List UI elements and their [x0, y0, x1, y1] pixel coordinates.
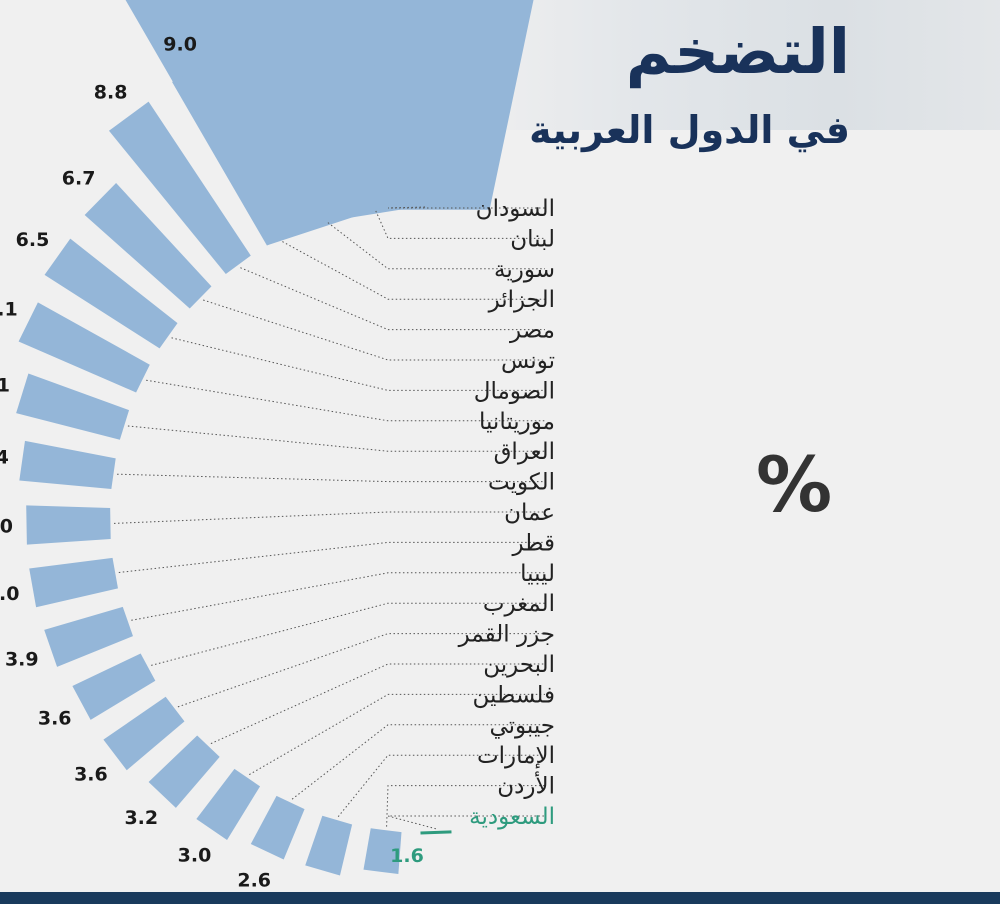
value-label-13: 3.6	[38, 707, 72, 729]
leader-line-2	[327, 222, 545, 270]
value-label-16: 3.0	[178, 845, 212, 867]
value-label-6: 6.5	[16, 229, 50, 251]
leader-line-3	[282, 241, 545, 300]
leader-line-4	[240, 267, 545, 331]
value-label-17: 2.6	[237, 869, 271, 891]
country-label-15: البحرين	[483, 652, 555, 678]
leader-line-20	[387, 815, 545, 830]
bar-5	[84, 182, 212, 309]
bar-17	[250, 795, 305, 860]
country-label-3: الجزائر	[488, 287, 555, 313]
value-label-20: 1.6	[390, 845, 424, 867]
country-label-19: الأردن	[497, 772, 555, 800]
value-label-5: 6.7	[62, 168, 96, 190]
leader-line-19	[386, 785, 545, 827]
bar-14	[103, 696, 185, 771]
bar-6	[44, 238, 178, 349]
value-label-4: 8.8	[94, 82, 128, 104]
bar-12	[44, 606, 133, 667]
bar-4	[108, 101, 251, 274]
leader-line-9	[117, 473, 545, 483]
page-subtitle: في الدول العربية	[529, 108, 850, 152]
leader-line-5	[203, 299, 545, 361]
bar-11	[29, 557, 118, 608]
country-label-17: جيبوتي	[489, 713, 555, 739]
country-label-10: عمان	[504, 500, 555, 526]
country-label-4: مصر	[509, 318, 555, 344]
value-label-12: 3.9	[5, 648, 39, 670]
leader-line-16	[249, 693, 545, 776]
bar-20	[420, 830, 452, 835]
bar-16	[196, 768, 261, 841]
unit-label: %	[756, 440, 833, 529]
value-label-10: 4.0	[0, 516, 13, 538]
country-label-5: تونس	[501, 348, 555, 374]
leader-line-15	[210, 663, 545, 745]
header-background-photo	[450, 0, 1000, 130]
bar-2	[125, 0, 391, 246]
value-label-8: 5.1	[0, 374, 10, 396]
bar-7	[18, 302, 150, 393]
country-label-1: لبنان	[510, 226, 555, 252]
value-label-14: 3.6	[74, 764, 108, 786]
leader-line-11	[118, 541, 545, 573]
country-label-7: موريتانيا	[479, 409, 555, 435]
bar-19	[363, 828, 402, 875]
country-label-16: فلسطين	[473, 682, 555, 708]
bar-8	[16, 373, 130, 440]
value-label-7: 6.1	[0, 298, 18, 320]
country-label-9: الكويت	[488, 470, 555, 496]
country-label-6: الصومال	[474, 378, 555, 404]
country-label-2: سورية	[494, 257, 555, 283]
footer-bar	[0, 892, 1000, 904]
leader-line-10	[113, 511, 545, 524]
page-title: التضخم	[625, 15, 850, 88]
country-label-20: السعودية	[469, 804, 555, 830]
country-label-0: السودان	[476, 196, 555, 222]
value-label-9: 4.4	[0, 446, 9, 468]
country-label-18: الإمارات	[477, 743, 555, 769]
value-label-3: 9.0	[163, 34, 197, 56]
country-label-8: العراق	[494, 439, 555, 465]
bar-3	[172, 59, 295, 246]
leader-line-12	[131, 572, 545, 621]
bar-15	[148, 735, 220, 808]
country-label-12: ليبيا	[520, 561, 555, 587]
leader-line-17	[291, 724, 545, 800]
leader-line-8	[127, 425, 545, 452]
bar-10	[26, 505, 111, 545]
country-label-11: قطر	[511, 530, 555, 556]
country-label-13: المغرب	[483, 591, 555, 617]
bar-13	[72, 653, 156, 720]
country-label-14: جزر القمر	[458, 622, 555, 648]
bar-9	[19, 440, 116, 490]
leader-line-7	[146, 379, 545, 422]
leader-line-0	[387, 206, 545, 209]
value-label-11: 4.0	[0, 583, 19, 605]
leader-line-13	[151, 602, 545, 666]
value-label-15: 3.2	[124, 807, 158, 829]
bar-18	[305, 815, 353, 876]
